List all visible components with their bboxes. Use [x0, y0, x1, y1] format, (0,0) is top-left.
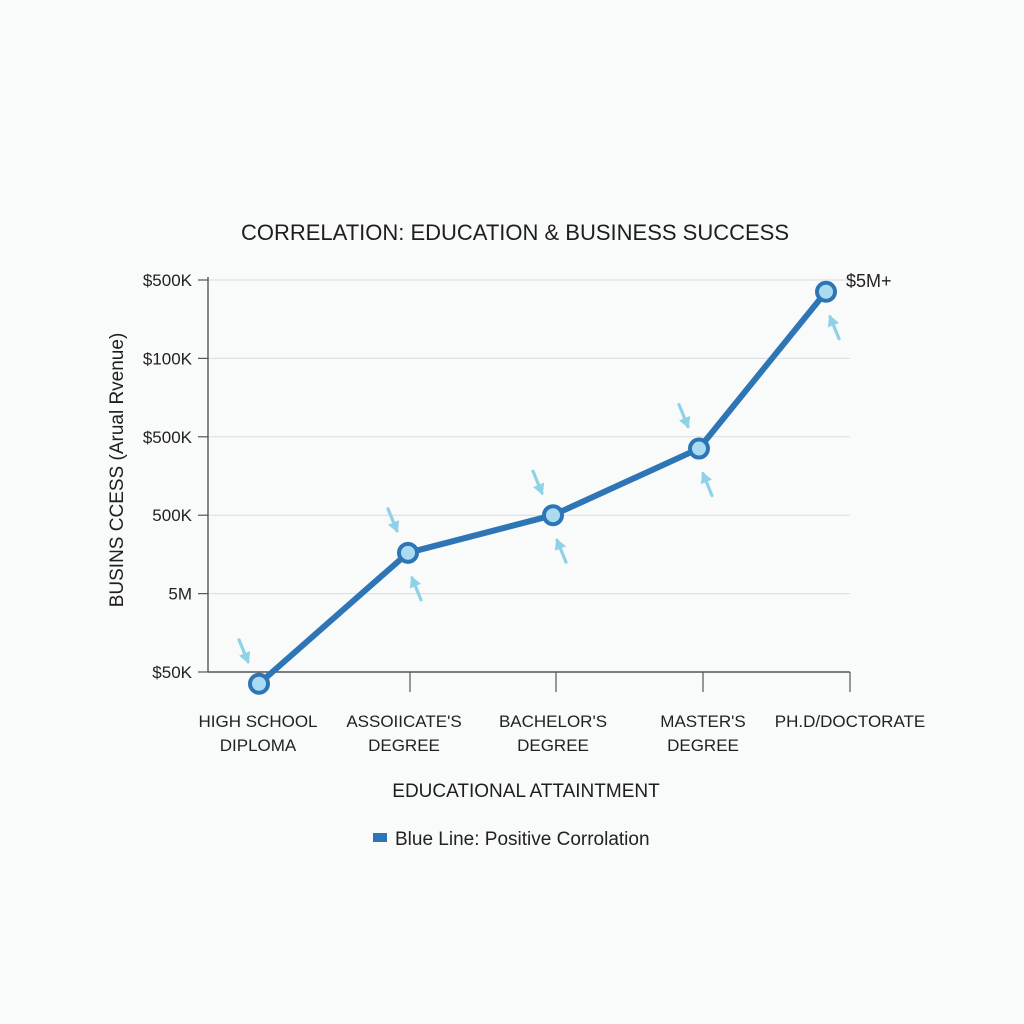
pointer-arrow [237, 638, 251, 664]
chart-title: CORRELATION: EDUCATION & BUSINESS SUCCES… [241, 220, 789, 245]
pointer-arrow [677, 402, 691, 429]
point-arrows [237, 314, 841, 664]
data-point [815, 280, 837, 303]
data-point [397, 541, 419, 564]
y-axis-title: BUSINS CCESS (Arual Rvenue) [107, 333, 128, 608]
pointer-arrow [409, 575, 423, 602]
x-tick-labels: HIGH SCHOOL DIPLOMA ASSOIICATE'S DEGREE BACH… [198, 712, 925, 755]
y-tick-label: 500K [152, 506, 192, 525]
y-tick-label: $500K [143, 428, 193, 447]
pointer-arrow [386, 507, 400, 533]
data-point [248, 672, 270, 695]
y-tick-label: 5M [168, 585, 192, 604]
legend-swatch [373, 833, 387, 842]
pointer-arrow [827, 314, 841, 341]
data-points [248, 280, 837, 695]
pointer-arrow [554, 538, 568, 564]
data-point [542, 504, 564, 527]
grid-lines [208, 279, 850, 595]
x-axis-title: EDUCATIONAL ATTAINTMENT [392, 781, 660, 802]
legend-label: Blue Line: Positive Corrolation [395, 829, 650, 850]
y-tick-label: $50K [152, 663, 192, 682]
point-annotation: $5M+ [846, 271, 892, 291]
annotations: $5M+ [846, 271, 892, 291]
axes [198, 277, 851, 692]
x-tick-label: BACHELOR'S DEGREE [499, 712, 607, 755]
y-tick-label: $500K [143, 271, 193, 290]
x-tick-label: ASSOIICATE'S DEGREE [346, 712, 461, 755]
y-tick-label: $100K [143, 349, 193, 368]
x-tick-label: MASTER'S DEGREE [660, 712, 745, 755]
data-point [688, 437, 710, 460]
pointer-arrow [700, 471, 714, 498]
x-tick-label: PH.D/DOCTORATE [775, 712, 926, 731]
legend: Blue Line: Positive Corrolation [373, 829, 650, 850]
y-tick-labels: $50K 5M 500K $500K $100K $500K [143, 271, 193, 682]
x-tick-label: HIGH SCHOOL DIPLOMA [198, 712, 317, 755]
pointer-arrow [531, 469, 545, 496]
